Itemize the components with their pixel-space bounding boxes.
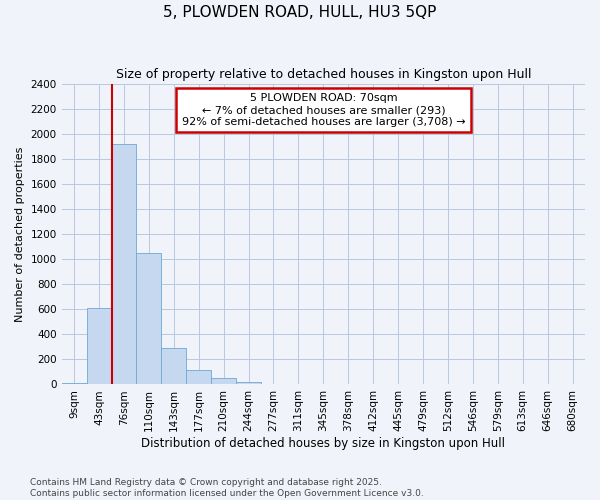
Bar xyxy=(211,378,236,384)
Text: 5, PLOWDEN ROAD, HULL, HU3 5QP: 5, PLOWDEN ROAD, HULL, HU3 5QP xyxy=(163,5,437,20)
Text: 5 PLOWDEN ROAD: 70sqm
← 7% of detached houses are smaller (293)
92% of semi-deta: 5 PLOWDEN ROAD: 70sqm ← 7% of detached h… xyxy=(182,94,465,126)
Bar xyxy=(86,308,112,384)
Bar xyxy=(161,348,186,385)
Text: Contains HM Land Registry data © Crown copyright and database right 2025.
Contai: Contains HM Land Registry data © Crown c… xyxy=(30,478,424,498)
Bar xyxy=(62,382,86,384)
Bar xyxy=(236,382,261,384)
Bar xyxy=(186,370,211,384)
Bar xyxy=(112,144,136,384)
Bar xyxy=(136,253,161,384)
Y-axis label: Number of detached properties: Number of detached properties xyxy=(15,147,25,322)
X-axis label: Distribution of detached houses by size in Kingston upon Hull: Distribution of detached houses by size … xyxy=(142,437,505,450)
Title: Size of property relative to detached houses in Kingston upon Hull: Size of property relative to detached ho… xyxy=(116,68,531,80)
